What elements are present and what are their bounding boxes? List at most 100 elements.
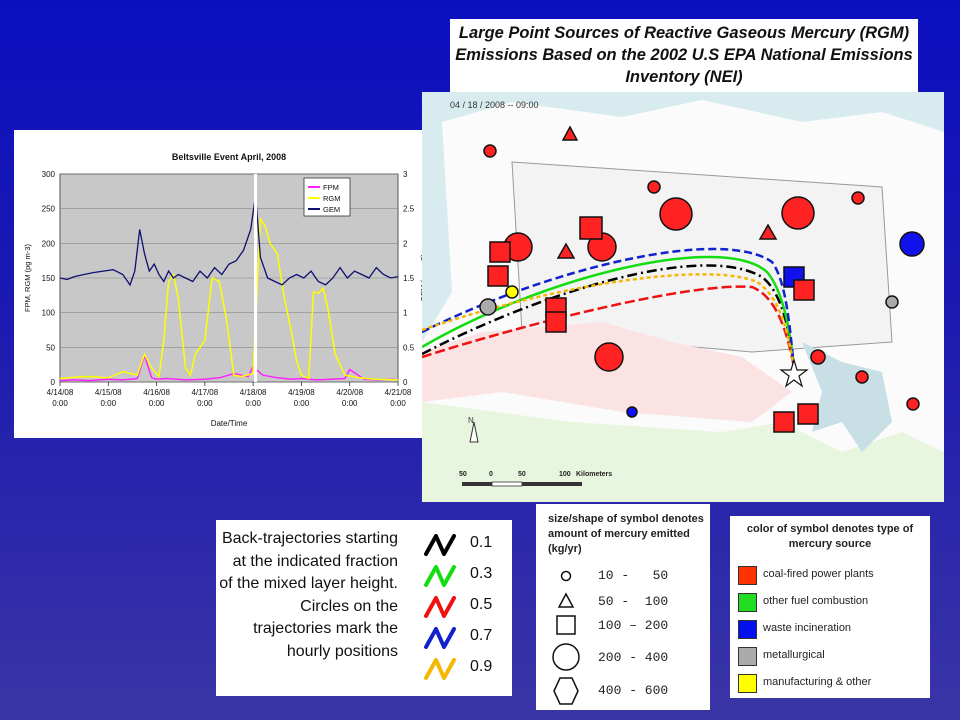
scale-segment	[522, 482, 582, 486]
series-line-rgm	[59, 216, 399, 381]
swatch-line	[424, 658, 456, 680]
x-tick-label: 0:00	[245, 399, 261, 408]
size-legend-label: 50 - 100	[598, 594, 669, 609]
source-coal-small	[810, 349, 826, 365]
x-tick-label: 0:00	[149, 399, 165, 408]
trajectory-legend-item: 0.7	[422, 623, 512, 653]
x-tick-label: 0:00	[390, 399, 406, 408]
trajectory-legend-label: 0.1	[470, 534, 493, 551]
triangle-icon	[557, 592, 575, 608]
trajectory-0.5	[421, 285, 796, 368]
emission-sources	[479, 125, 925, 433]
trajectory-legend: Back-trajectories starting at the indica…	[216, 520, 512, 696]
trajectory-legend-label: 0.3	[470, 565, 493, 582]
source-metallurgical-small	[885, 295, 899, 309]
series-line-gem	[59, 194, 399, 287]
trajectory-legend-item: 0.3	[422, 561, 512, 591]
scale-bar: 50 0 50 100 Kilometers	[459, 471, 612, 487]
y-tick-label: 50	[46, 343, 55, 352]
color-legend-item: other fuel combustion	[738, 593, 928, 613]
source-coal-square	[487, 265, 509, 287]
source-coal-square	[797, 403, 819, 425]
trajectory-swatch-icon	[424, 534, 456, 556]
time-series-chart: 0 50 100 150 200 250 300 0 0.5 1 1.5 2 2.5 3 4/14/08 0:…	[14, 130, 438, 438]
source-coal-square	[793, 279, 815, 301]
y2-tick-label: 0	[403, 378, 408, 387]
y-tick-label: 300	[42, 170, 56, 179]
x-tick-label: 4/14/08	[47, 388, 74, 397]
trajectory-lines	[421, 247, 796, 368]
bay-water	[802, 342, 892, 452]
chart-svg: 0 50 100 150 200 250 300 0 0.5 1 1.5 2 2.5 3 4/14/08 0:…	[23, 152, 428, 428]
map-title: Large Point Sources of Reactive Gaseous …	[450, 19, 918, 99]
source-coal-small	[851, 191, 865, 205]
chart-title: Beltsville Event April, 2008	[172, 152, 286, 162]
trajectory-legend-text: Back-trajectories starting at the indica…	[219, 530, 398, 660]
series-line-fpm	[59, 353, 399, 382]
color-swatch	[738, 620, 757, 639]
source-coal-triangle	[556, 242, 576, 259]
source-metallurgical	[479, 298, 497, 316]
color-legend-item: waste incineration	[738, 620, 928, 640]
map-svg: 04 / 18 / 2008 -- 09:00 N 50 0 50 100 Ki…	[421, 92, 944, 502]
legend-label: RGM	[323, 194, 341, 203]
trajectory-legend-label: 0.5	[470, 596, 493, 613]
source-coal-large	[659, 197, 693, 231]
symbol-color-legend: color of symbol denotes type of mercury …	[730, 516, 930, 698]
color-swatch	[738, 593, 757, 612]
source-coal-large	[594, 342, 624, 372]
trajectory-legend-label: 0.9	[470, 658, 493, 675]
size-legend-label: 10 - 50	[598, 568, 669, 583]
north-arrow-icon	[469, 421, 479, 443]
swatch-line	[424, 627, 456, 649]
scale-label: 100	[559, 471, 571, 478]
color-legend-heading: color of symbol denotes type of mercury …	[746, 523, 914, 550]
scale-label: 50	[459, 471, 467, 478]
x-tick-label: 4/20/08	[336, 388, 363, 397]
source-coal-large	[781, 196, 815, 230]
large-circle-icon	[552, 643, 580, 671]
small-circle-icon	[560, 570, 572, 582]
y2-tick-label: 0.5	[403, 343, 415, 352]
y-tick-label: 200	[42, 239, 56, 248]
swatch-line	[424, 534, 456, 556]
source-coal-square	[545, 311, 567, 333]
x-tick-label: 4/18/08	[240, 388, 267, 397]
source-waste-small	[626, 406, 638, 418]
color-legend-label: waste incineration	[763, 622, 852, 634]
source-coal-triangle	[561, 125, 579, 141]
trajectory-map: 04 / 18 / 2008 -- 09:00 N 50 0 50 100 Ki…	[421, 92, 944, 502]
source-manufacturing-small	[505, 285, 519, 299]
x-tick-label: 4/17/08	[192, 388, 219, 397]
swatch-line	[424, 596, 456, 618]
trajectory-0.7	[421, 247, 796, 368]
y-tick-label: 0	[51, 378, 56, 387]
trajectory-swatch-icon	[424, 658, 456, 680]
swatch-line	[424, 565, 456, 587]
legend-label: FPM	[323, 183, 339, 192]
trajectory-legend-item: 0.5	[422, 592, 512, 622]
scale-label: 50	[518, 471, 526, 478]
source-coal-square	[489, 241, 511, 263]
x-tick-label: 0:00	[342, 399, 358, 408]
trajectory-legend-item: 0.1	[422, 530, 512, 560]
map-timestamp: 04 / 18 / 2008 -- 09:00	[450, 100, 539, 110]
color-legend-label: other fuel combustion	[763, 595, 869, 607]
x-tick-label: 0:00	[294, 399, 310, 408]
source-coal-square	[579, 216, 603, 240]
x-tick-label: 4/16/08	[143, 388, 170, 397]
beltsville-star	[779, 357, 809, 388]
trajectory-swatch-icon	[424, 596, 456, 618]
trajectory-swatch-icon	[424, 627, 456, 649]
y2-tick-label: 3	[403, 170, 408, 179]
source-coal-triangle	[758, 223, 778, 240]
color-legend-label: metallurgical	[763, 649, 825, 661]
size-legend-heading: size/shape of symbol denotes amount of m…	[548, 513, 704, 555]
trajectory-legend-item: 0.9	[422, 654, 512, 684]
y-tick-label: 150	[42, 274, 56, 283]
source-coal-square	[773, 411, 795, 433]
state-region-lower	[422, 402, 944, 502]
color-legend-item: manufacturing & other	[738, 674, 928, 694]
scale-label: 0	[489, 471, 493, 478]
y2-tick-label: 2.5	[403, 205, 415, 214]
